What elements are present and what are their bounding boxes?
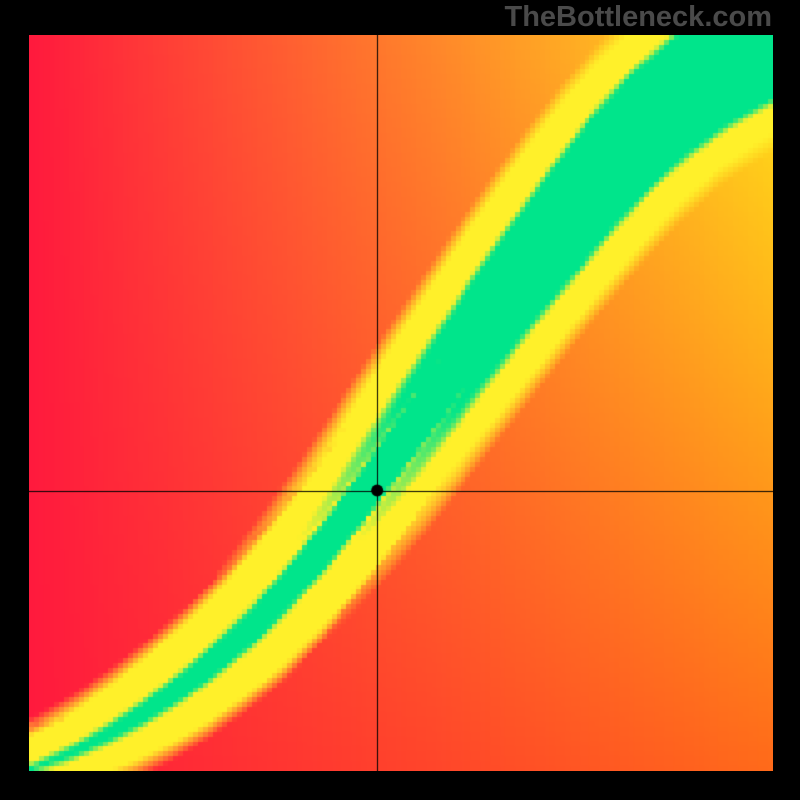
chart-container: TheBottleneck.com xyxy=(0,0,800,800)
bottleneck-heatmap xyxy=(29,35,773,771)
watermark-text: TheBottleneck.com xyxy=(505,1,773,34)
